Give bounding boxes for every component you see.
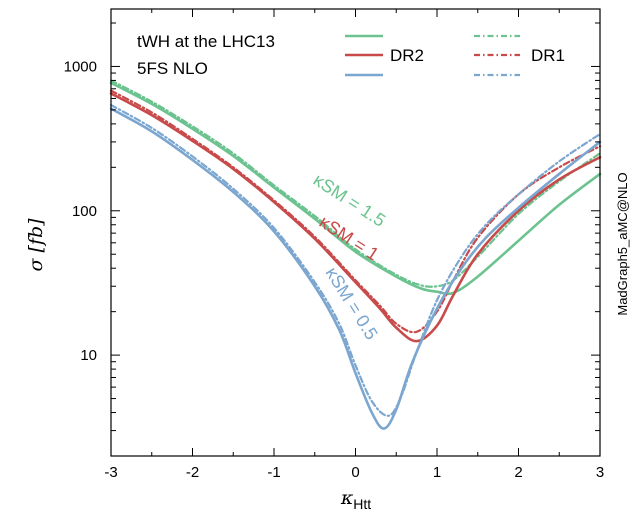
curve-label-kappa-0.5: κSM = 0.5 — [322, 264, 382, 344]
x-axis-title-subscript: Htt — [353, 496, 371, 512]
y-tick-label: 100 — [72, 203, 97, 220]
x-tick-label: 1 — [433, 464, 441, 481]
legend-label-dr2: DR2 — [390, 46, 424, 65]
chart-series-group — [109, 79, 602, 430]
annotation-title: tWH at the LHC13 — [137, 32, 275, 51]
annotation-subtitle: 5FS NLO — [137, 59, 208, 78]
x-tick-label: 0 — [351, 464, 359, 481]
series-dr2-kappa-1 — [109, 92, 602, 343]
series-dr1-kappa-0.5 — [109, 103, 602, 417]
generator-label: MadGraph5_aMC@NLO — [615, 172, 630, 315]
x-tick-label: -2 — [186, 464, 199, 481]
legend: DR2 DR1 — [345, 34, 565, 77]
series-dr2-kappa-0.5 — [109, 107, 602, 430]
x-axis-title-symbol: κ — [340, 487, 354, 509]
x-axis-title: κHtt — [340, 487, 371, 512]
y-tick-label: 1000 — [64, 58, 97, 75]
y-tick-label: 10 — [80, 347, 97, 364]
x-tick-label: 2 — [514, 464, 522, 481]
x-tick-label: 3 — [596, 464, 604, 481]
series-dr1-kappa-1.5 — [109, 79, 602, 288]
y-axis-title: σ [fb] — [25, 218, 47, 272]
series-dr1-kappa-1 — [109, 89, 602, 334]
series-dr2-kappa-1.5 — [109, 81, 602, 296]
legend-label-dr1: DR1 — [531, 46, 565, 65]
axis-ticks: -3 -2 -1 0 1 2 3 10 100 1000 — [64, 9, 604, 481]
x-tick-label: -1 — [267, 464, 280, 481]
x-tick-label: -3 — [104, 464, 117, 481]
